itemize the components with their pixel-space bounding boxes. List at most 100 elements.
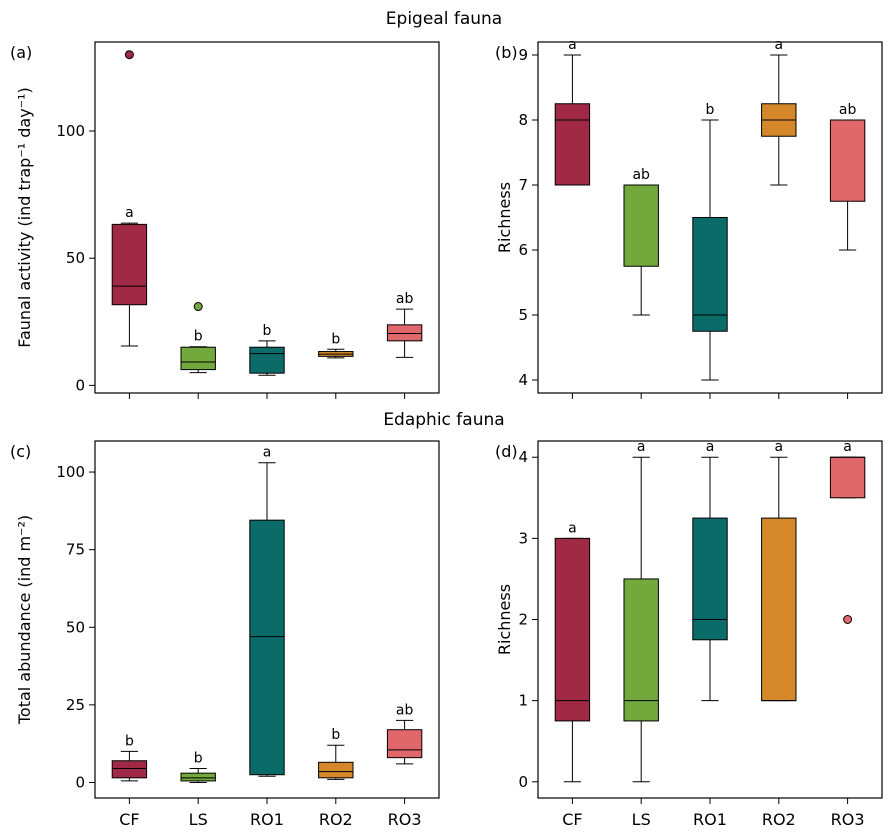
iqr-box [623, 184, 659, 267]
y-tick-label: 4 [518, 448, 528, 466]
iqr-box [318, 761, 354, 779]
significance-letter: ab [839, 102, 857, 118]
significance-letter: ab [632, 167, 650, 183]
x-tick-label: RO3 [831, 810, 865, 829]
x-tick-label: LS [189, 810, 208, 829]
significance-letter: a [843, 439, 852, 455]
y-tick-label: 50 [66, 618, 85, 636]
x-tick-label: RO2 [762, 810, 796, 829]
outlier-point [843, 615, 853, 624]
iqr-box [249, 346, 285, 374]
iqr-box [386, 324, 423, 342]
panel-b: (b) Richness 4 5 6 7 8 9 a ab b a ab [495, 37, 883, 399]
axes-frame [94, 41, 440, 394]
significance-letter: a [568, 37, 577, 53]
iqr-box [623, 578, 659, 722]
box-ro3: ab [829, 102, 866, 251]
significance-letter: ab [396, 702, 414, 718]
iqr-box [180, 346, 216, 371]
y-tick-label: 25 [66, 696, 85, 714]
significance-letter: a [568, 520, 577, 536]
y-axis-label: Richness [495, 182, 514, 253]
box-cf: b [111, 733, 148, 782]
box-cf: a [554, 37, 591, 186]
axes-frame [94, 440, 440, 799]
significance-letter: a [706, 439, 715, 455]
y-axis-label: Total abundance (ind m⁻²) [15, 515, 34, 725]
significance-letter: b [194, 751, 203, 767]
significance-letter: b [125, 733, 134, 749]
y-tick-label: 6 [518, 241, 528, 259]
box-ro3: ab [386, 291, 423, 358]
panel-label: (c) [10, 442, 31, 461]
y-tick-label: 50 [66, 249, 85, 267]
x-tick-label: CF [119, 810, 139, 829]
iqr-box [829, 456, 866, 499]
y-tick-label: 0 [75, 773, 85, 791]
x-tick-label: CF [562, 810, 582, 829]
y-tick-label: 1 [518, 692, 528, 710]
box-ro3: a [829, 439, 866, 624]
box-ls: a [623, 439, 659, 783]
y-tick-label: 9 [518, 46, 528, 64]
box-ro2: b [318, 727, 354, 780]
y-tick-label: 100 [56, 463, 85, 481]
panel-d: (d) Richness 0 1 2 3 4 a a a a a CF LS RO1 RO2 RO3 [495, 439, 883, 829]
y-tick-label: 3 [518, 529, 528, 547]
panel-a: (a) Faunal activity (ind trap⁻¹ day⁻¹) 0 50… [10, 41, 440, 399]
box-ls: b [180, 302, 216, 374]
box-ro3: ab [386, 702, 423, 765]
box-ls: ab [623, 167, 659, 316]
box-ro2: a [761, 439, 797, 702]
y-axis-label: Richness [495, 584, 514, 655]
y-tick-label: 0 [75, 376, 85, 394]
iqr-box [386, 729, 423, 759]
significance-letter: a [125, 205, 134, 221]
panel-label: (d) [495, 442, 518, 461]
iqr-box [829, 119, 866, 202]
significance-letter: b [331, 331, 340, 347]
x-tick-label: RO2 [319, 810, 353, 829]
box-ro1: a [692, 439, 728, 702]
x-tick-label: RO1 [250, 810, 284, 829]
axes-frame [537, 41, 883, 394]
y-tick-label: 7 [518, 176, 528, 194]
iqr-box [180, 772, 216, 782]
y-axis-label: Faunal activity (ind trap⁻¹ day⁻¹) [15, 87, 34, 348]
box-ro2: b [318, 331, 354, 359]
outlier-point [124, 50, 134, 60]
box-ro1: b [692, 102, 728, 381]
iqr-box [692, 517, 728, 641]
y-tick-label: 2 [518, 611, 528, 629]
panel-c: (c) Total abundance (ind m⁻²) 0 25 50 75 100 b b… [10, 440, 440, 829]
edaphic-section-title: Edaphic fauna [383, 410, 505, 430]
significance-letter: a [775, 37, 784, 53]
significance-letter: ab [396, 291, 414, 307]
significance-letter: a [263, 445, 272, 461]
box-cf: a [554, 520, 591, 783]
iqr-box [111, 223, 148, 306]
epigeal-section-title: Epigeal fauna [385, 9, 503, 29]
y-tick-label: 0 [518, 773, 528, 791]
iqr-box [761, 517, 797, 702]
outlier-point [193, 302, 203, 312]
significance-letter: a [637, 439, 646, 455]
significance-letter: b [263, 323, 272, 339]
box-cf: a [111, 50, 148, 347]
box-ro2: a [761, 37, 797, 186]
x-tick-label: LS [632, 810, 651, 829]
y-tick-label: 75 [66, 541, 85, 559]
box-ro1: a [249, 445, 285, 777]
significance-letter: b [194, 329, 203, 345]
x-tick-label: RO3 [388, 810, 422, 829]
box-ls: b [180, 751, 216, 783]
panel-label: (b) [495, 43, 518, 62]
y-tick-label: 4 [518, 371, 528, 389]
iqr-box [249, 519, 285, 776]
iqr-box [692, 217, 728, 332]
iqr-box [554, 537, 591, 722]
box-ro1: b [249, 323, 285, 376]
significance-letter: b [331, 727, 340, 743]
y-tick-label: 100 [56, 122, 85, 140]
